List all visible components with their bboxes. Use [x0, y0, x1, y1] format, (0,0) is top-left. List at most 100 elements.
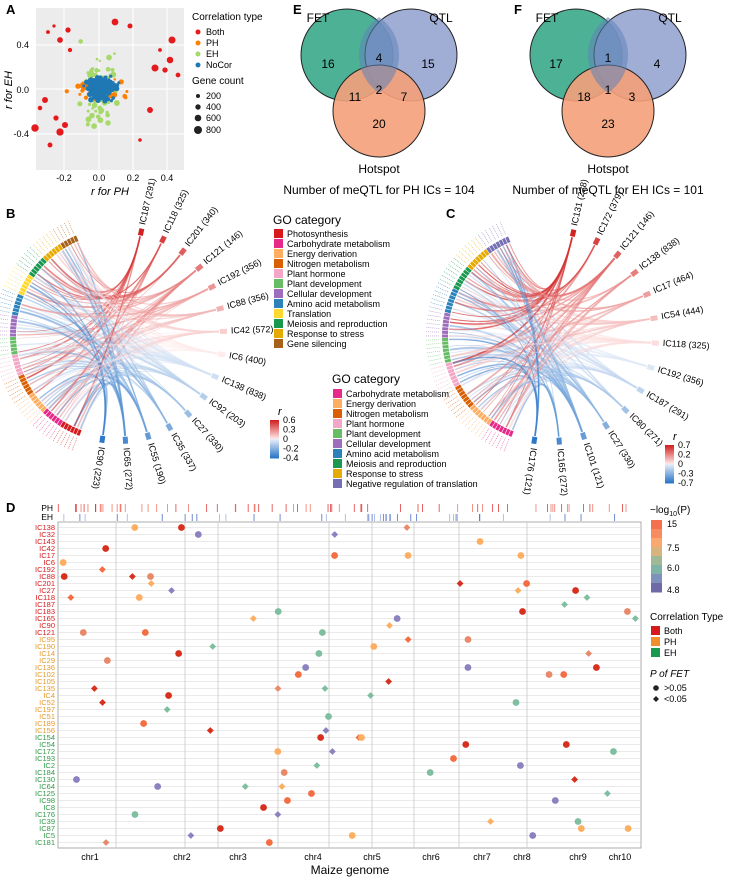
meqtl-point: [519, 608, 526, 615]
ic-row-label: IC29: [39, 656, 55, 665]
colorbar-tick: 6.0: [667, 563, 680, 573]
colorbar-step: [665, 460, 674, 462]
meqtl-point: [367, 692, 374, 699]
go-term-segment: [475, 256, 482, 263]
meqtl-point: [529, 832, 537, 839]
correlation-link: [25, 294, 216, 321]
go-legend-swatch: [274, 279, 283, 288]
scatter-point: [53, 115, 59, 121]
meqtl-point: [321, 685, 329, 692]
y-tick-label: 0.4: [16, 40, 29, 50]
go-term-label-mark: [67, 436, 74, 449]
go-term-label-mark: [433, 372, 446, 378]
ic-segment: [556, 437, 562, 445]
go-term-segment: [486, 247, 493, 254]
go-legend-swatch: [333, 409, 342, 418]
go-term-label-mark: [430, 365, 444, 370]
go-term-segment: [11, 350, 18, 355]
ic-label: IC55 (190): [146, 442, 168, 486]
go-term-segment: [448, 371, 456, 377]
venn-label: FET: [536, 11, 559, 25]
meqtl-point: [178, 524, 185, 531]
go-term-label-mark: [2, 375, 15, 381]
scatter-point: [103, 88, 107, 92]
go-legend-item: Cellular development: [287, 289, 372, 299]
correlation-link: [461, 286, 650, 324]
ic-segment: [144, 432, 152, 441]
correlation-link: [473, 269, 644, 312]
go-term-segment: [495, 241, 502, 248]
go-legend-swatch: [274, 249, 283, 258]
go-term-segment: [63, 240, 70, 247]
go-term-label-mark: [429, 361, 443, 366]
go-legend-title: GO category: [273, 213, 341, 227]
go-term-segment: [469, 261, 477, 268]
meqtl-point: [313, 762, 321, 769]
venn-count: 20: [372, 117, 386, 131]
meqtl-point: [73, 776, 80, 783]
meqtl-point: [317, 734, 325, 741]
meqtl-point: [517, 552, 525, 559]
correlation-link: [471, 275, 632, 400]
venn-count: 16: [321, 57, 335, 71]
go-term-segment: [453, 381, 461, 387]
go-term-label-mark: [4, 285, 17, 292]
colorbar-step: [270, 449, 279, 451]
colorbar-step: [270, 432, 279, 435]
go-term-label-mark: [441, 389, 454, 397]
colorbar-step: [651, 583, 662, 593]
go-term-segment: [462, 396, 470, 403]
ic-row-label: IC42: [39, 544, 55, 553]
correlation-link: [496, 249, 584, 433]
go-term-segment: [447, 298, 455, 304]
ic-segment: [592, 237, 601, 246]
go-term-label-mark: [448, 264, 460, 273]
ic-segment: [217, 351, 226, 358]
go-term-label-mark: [477, 426, 486, 438]
chromosome-label: chr10: [609, 852, 632, 862]
meqtl-point: [574, 818, 582, 825]
ic-row-label: IC193: [35, 754, 55, 763]
panel-c-letter: C: [446, 206, 456, 221]
colorbar-tick: -0.4: [283, 453, 299, 463]
scatter-point: [89, 71, 96, 78]
chromosome-label: chr5: [363, 852, 381, 862]
colorbar-step: [270, 447, 279, 450]
go-term-segment: [442, 344, 449, 349]
meqtl-point: [318, 629, 326, 636]
p-colorbar: 15 7.5 6.0 4.8: [651, 519, 680, 595]
go-term-label-mark: [60, 433, 67, 446]
scatter-point: [158, 48, 162, 52]
size-swatch: [194, 126, 202, 134]
meqtl-point: [370, 643, 378, 650]
colorbar-step: [270, 446, 279, 449]
go-term-segment: [467, 401, 474, 408]
colorbar-step: [665, 479, 674, 481]
ic-row-label: IC52: [39, 698, 55, 707]
meqtl-point: [624, 825, 632, 832]
ic-row-label: IC17: [39, 551, 55, 560]
colorbar-step: [665, 446, 674, 449]
go-term-segment: [456, 387, 464, 394]
go-term-label-mark: [431, 369, 445, 374]
go-term-label-mark: [64, 434, 71, 447]
go-term-segment: [444, 358, 452, 363]
meqtl-point: [165, 692, 172, 699]
meqtl-point: [60, 573, 68, 580]
correlation-link: [62, 361, 211, 420]
go-term-label-mark: [0, 364, 12, 369]
meqtl-point: [274, 608, 282, 615]
genome-grid: [58, 522, 641, 848]
go-term-label-mark: [26, 410, 37, 420]
scatter-point: [93, 84, 98, 89]
colorbar-step: [270, 440, 279, 443]
correlation-link: [56, 379, 126, 436]
legend-swatch: [195, 62, 201, 68]
colorbar-tick: 0.7: [678, 440, 691, 450]
ic-label: IC187 (291): [137, 177, 157, 226]
ic-segment: [630, 268, 639, 277]
venn-count: 3: [629, 90, 636, 104]
size-legend-title: Gene count: [192, 76, 244, 87]
go-term-segment: [444, 308, 452, 314]
colorbar-step: [270, 455, 279, 458]
